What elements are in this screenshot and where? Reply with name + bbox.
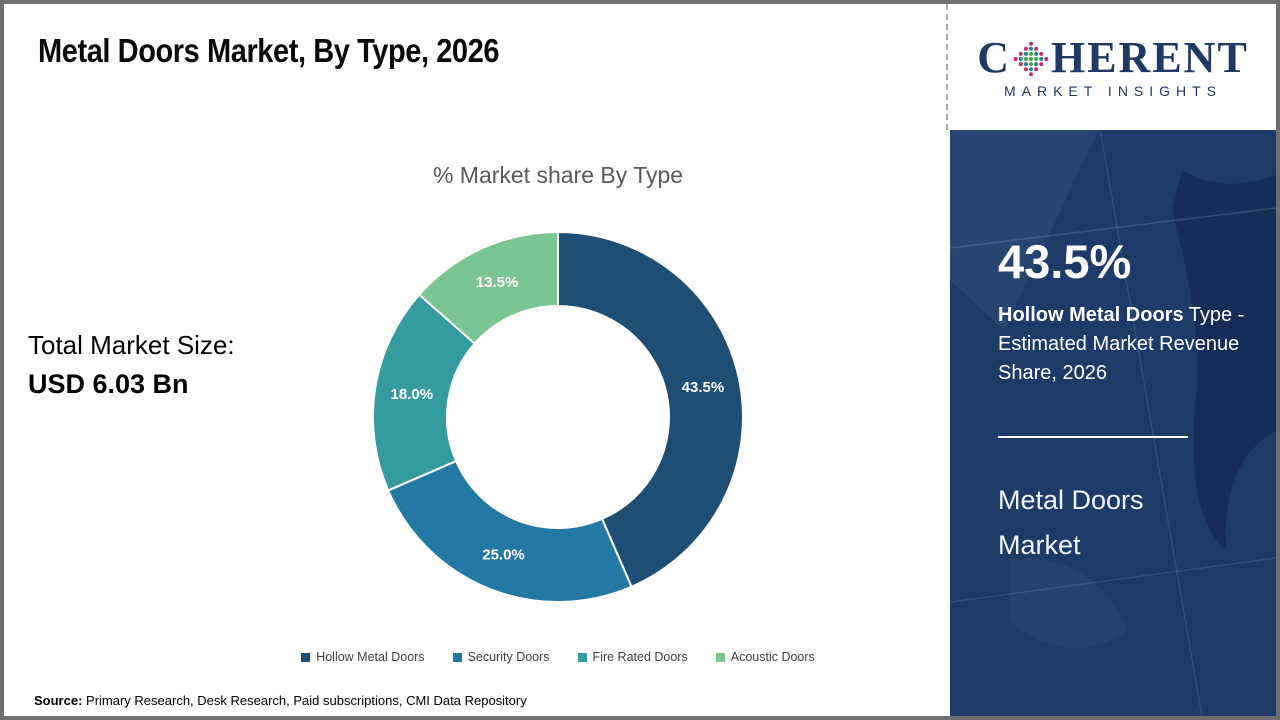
logo-letter-c: C — [977, 32, 1011, 82]
dashed-separator — [946, 4, 948, 130]
chart-legend: Hollow Metal Doors Security Doors Fire Rat… — [174, 650, 942, 664]
legend-item: Security Doors — [452, 650, 550, 664]
legend-swatch-icon — [577, 652, 587, 662]
legend-swatch-icon — [301, 652, 311, 662]
globe-dots — [1013, 41, 1049, 76]
brand-logo: C HERENT MARKET INSIGHTS — [950, 4, 1276, 130]
panel-market-title: Metal Doors Market — [998, 485, 1144, 560]
donut-slice-4 — [417, 230, 559, 346]
panel-divider — [998, 436, 1188, 438]
brand-logo-wordmark: C HERENT — [977, 32, 1249, 82]
logo-subtitle: MARKET INSIGHTS — [1003, 82, 1223, 99]
world-map-texture — [950, 130, 1276, 716]
highlight-stat-description: Hollow Metal Doors Type - Estimated Mark… — [998, 301, 1252, 388]
donut-slice-2 — [386, 459, 633, 603]
logo-letters-herent: HERENT — [1050, 32, 1249, 82]
legend-label: Acoustic Doors — [730, 650, 815, 664]
legend-label: Fire Rated Doors — [592, 650, 688, 664]
total-market-size-label: Total Market Size: — [28, 330, 235, 360]
main-content-area: Metal Doors Market, By Type, 2026 % Mark… — [4, 4, 948, 716]
total-market-size-block: Total Market Size: USD 6.03 Bn — [28, 330, 235, 400]
donut-slice-label-4: 13.5% — [476, 274, 519, 291]
total-market-size-value: USD 6.03 Bn — [28, 369, 189, 399]
legend-item: Hollow Metal Doors — [301, 650, 425, 664]
highlight-stat-value: 43.5% — [998, 235, 1132, 288]
source-text: Primary Research, Desk Research, Paid su… — [82, 693, 527, 708]
source-label: Source: — [34, 693, 83, 708]
highlight-stat-segment: Hollow Metal Doors — [998, 304, 1184, 326]
coherent-logo-globe-icon — [1012, 40, 1050, 78]
legend-label: Security Doors — [467, 650, 550, 664]
page-title: Metal Doors Market, By Type, 2026 — [38, 32, 500, 69]
source-line: Source: Primary Research, Desk Research,… — [34, 693, 527, 708]
donut-chart: 43.5% 25.0% 18.0% 13.5% — [368, 227, 748, 607]
donut-chart-svg: 43.5% 25.0% 18.0% 13.5% — [372, 230, 744, 603]
donut-slice-label-1: 43.5% — [682, 379, 725, 396]
legend-swatch-icon — [715, 652, 725, 662]
donut-slice-label-3: 18.0% — [391, 386, 434, 403]
legend-item: Acoustic Doors — [715, 650, 815, 664]
highlight-stat-rest: Type - Estimated Market Revenue Share, 2… — [998, 304, 1245, 384]
legend-label: Hollow Metal Doors — [316, 650, 425, 664]
legend-swatch-icon — [452, 652, 462, 662]
sidebar: C HERENT MARKET INSIGHTS 43.5% Hollow — [950, 4, 1276, 716]
donut-slice-label-2: 25.0% — [482, 547, 525, 564]
chart-title: % Market share By Type — [432, 162, 684, 188]
highlight-panel-content: 43.5% Hollow Metal Doors Type - Estimate… — [950, 130, 1276, 567]
donut-slice-1 — [557, 230, 744, 589]
legend-item: Fire Rated Doors — [577, 650, 688, 664]
highlight-panel: 43.5% Hollow Metal Doors Type - Estimate… — [950, 130, 1276, 716]
